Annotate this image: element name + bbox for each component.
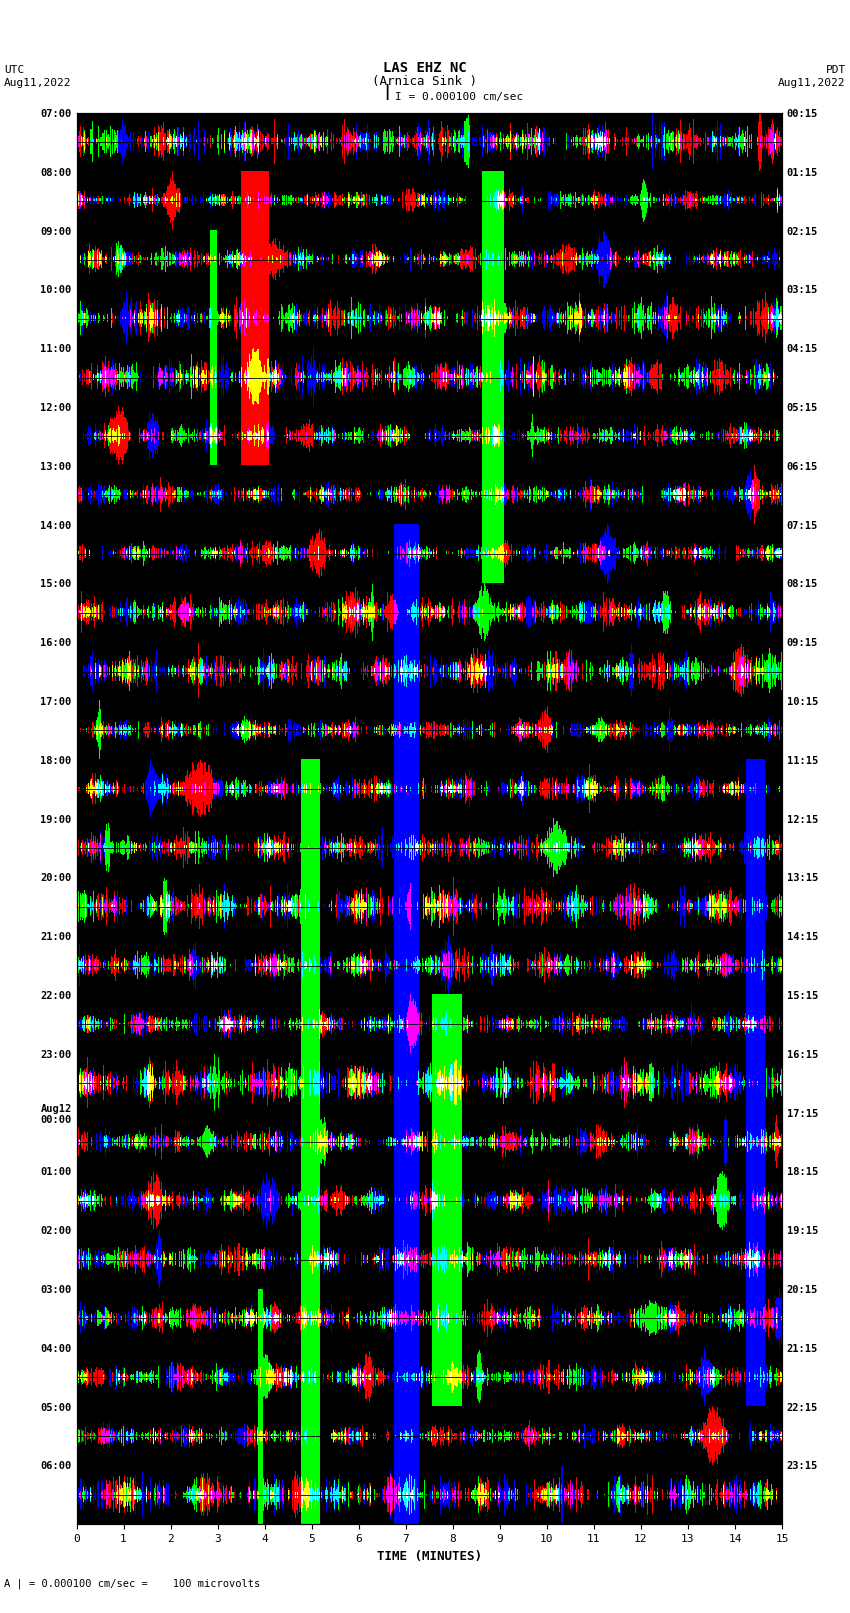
Text: |: | bbox=[382, 84, 391, 100]
Text: Aug11,2022: Aug11,2022 bbox=[779, 77, 846, 87]
Text: A | = 0.000100 cm/sec =    100 microvolts: A | = 0.000100 cm/sec = 100 microvolts bbox=[4, 1579, 260, 1589]
Text: PDT: PDT bbox=[825, 65, 846, 76]
X-axis label: TIME (MINUTES): TIME (MINUTES) bbox=[377, 1550, 482, 1563]
Text: Aug11,2022: Aug11,2022 bbox=[4, 77, 71, 87]
Text: (Arnica Sink ): (Arnica Sink ) bbox=[372, 74, 478, 87]
Text: UTC: UTC bbox=[4, 65, 25, 76]
Text: LAS EHZ NC: LAS EHZ NC bbox=[383, 61, 467, 76]
Text: I = 0.000100 cm/sec: I = 0.000100 cm/sec bbox=[395, 92, 524, 103]
